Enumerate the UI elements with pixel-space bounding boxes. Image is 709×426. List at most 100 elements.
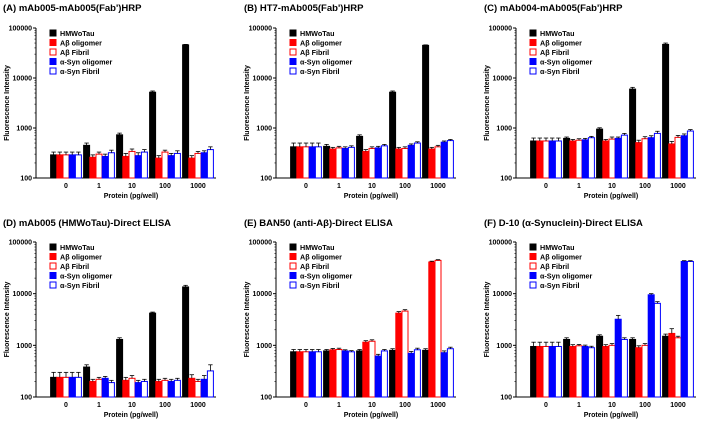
panel-title: (B) HT7-mAb005(Fab')HRP [244, 3, 364, 14]
legend-swatch [529, 262, 537, 270]
bar [662, 335, 670, 398]
bar [116, 134, 124, 179]
bar [530, 345, 538, 398]
legend-label: α-Syn Fibril [60, 67, 100, 76]
y-tick-label: 100 [20, 395, 32, 402]
bar [530, 140, 538, 179]
bar [569, 140, 577, 179]
bar [368, 340, 376, 398]
bar [581, 139, 589, 179]
bar [362, 341, 370, 398]
y-tick-label: 10000 [253, 291, 273, 298]
legend-swatch [289, 48, 297, 56]
legend-label: Aβ oligomer [60, 253, 102, 262]
bar [83, 144, 91, 179]
bar [674, 136, 682, 179]
bar [440, 352, 448, 398]
legend-label: Aβ Fibril [60, 48, 89, 57]
legend-swatch [49, 281, 57, 289]
bar [389, 91, 397, 179]
bar [62, 376, 70, 398]
bar [569, 345, 577, 398]
bar [608, 344, 616, 398]
bar [155, 157, 163, 179]
bar [149, 312, 157, 398]
y-axis-label: Fluorescence Intensity [484, 65, 491, 141]
bar [329, 349, 337, 398]
bar [341, 350, 349, 398]
bar [434, 259, 442, 398]
y-tick-label: 100000 [249, 240, 272, 247]
bar [407, 144, 415, 179]
y-tick-label: 10000 [493, 76, 513, 83]
bar [194, 380, 202, 398]
legend-swatch [49, 272, 57, 279]
legend-swatch [529, 281, 537, 289]
legend-swatch [289, 243, 297, 251]
y-tick-label: 10000 [13, 76, 33, 83]
legend-swatch [49, 58, 57, 65]
legend-label: α-Syn oligomer [60, 272, 113, 281]
x-tick-label: 10 [608, 183, 616, 190]
bar [602, 345, 610, 398]
bar [581, 345, 589, 398]
bar [206, 149, 214, 179]
bar [446, 348, 454, 398]
panel-a: (A) mAb005-mAb005(Fab')HRP10010001000010… [3, 3, 216, 200]
legend-label: α-Syn oligomer [300, 272, 353, 281]
x-tick-label: 10 [608, 402, 616, 409]
legend-label: HMWoTau [300, 243, 334, 252]
bar [653, 302, 661, 398]
panel-c: (C) mAb004-mAb005(Fab')HRP10010001000010… [484, 3, 696, 200]
x-tick-label: 1000 [190, 402, 206, 409]
bar [548, 345, 556, 398]
legend-label: α-Syn Fibril [540, 281, 580, 290]
x-tick-label: 100 [399, 402, 411, 409]
bar [686, 130, 694, 179]
bar [62, 154, 70, 179]
x-tick-label: 1 [337, 183, 341, 190]
x-tick-label: 10 [128, 402, 136, 409]
legend-swatch [49, 48, 57, 56]
bar [296, 351, 304, 398]
legend-label: Aβ oligomer [300, 253, 342, 262]
bar [161, 379, 169, 398]
bar [50, 376, 58, 398]
bar [587, 347, 595, 398]
bar [389, 349, 397, 398]
bar [140, 380, 148, 398]
legend-label: α-Syn Fibril [540, 67, 580, 76]
legend-swatch [529, 58, 537, 65]
bar [587, 137, 595, 179]
x-tick-label: 0 [304, 183, 308, 190]
bar [335, 147, 343, 179]
bar [422, 349, 430, 398]
legend-swatch [49, 243, 57, 251]
bar [347, 351, 355, 398]
legend-swatch [49, 262, 57, 270]
legend-label: α-Syn oligomer [300, 58, 353, 67]
x-axis-label: Protein (pg/well) [344, 193, 398, 200]
legend-swatch [289, 67, 297, 75]
bar [668, 332, 676, 398]
x-tick-label: 10 [128, 183, 136, 190]
y-tick-label: 100 [500, 176, 512, 183]
bar [686, 260, 694, 398]
legend-label: α-Syn Fibril [60, 281, 100, 290]
bar [341, 147, 349, 179]
bar [290, 146, 298, 179]
y-tick-label: 100 [500, 395, 512, 402]
y-axis-label: Fluorescence Intensity [484, 281, 491, 357]
bar [194, 152, 202, 179]
legend-label: HMWoTau [300, 29, 334, 38]
bar [101, 377, 109, 398]
legend-label: Aβ Fibril [300, 262, 329, 271]
legend-label: α-Syn oligomer [540, 272, 593, 281]
bar [647, 294, 655, 398]
bar [101, 155, 109, 179]
x-tick-label: 1000 [430, 183, 446, 190]
y-tick-label: 1000 [256, 126, 272, 133]
x-tick-label: 1000 [190, 183, 206, 190]
bar [608, 138, 616, 179]
